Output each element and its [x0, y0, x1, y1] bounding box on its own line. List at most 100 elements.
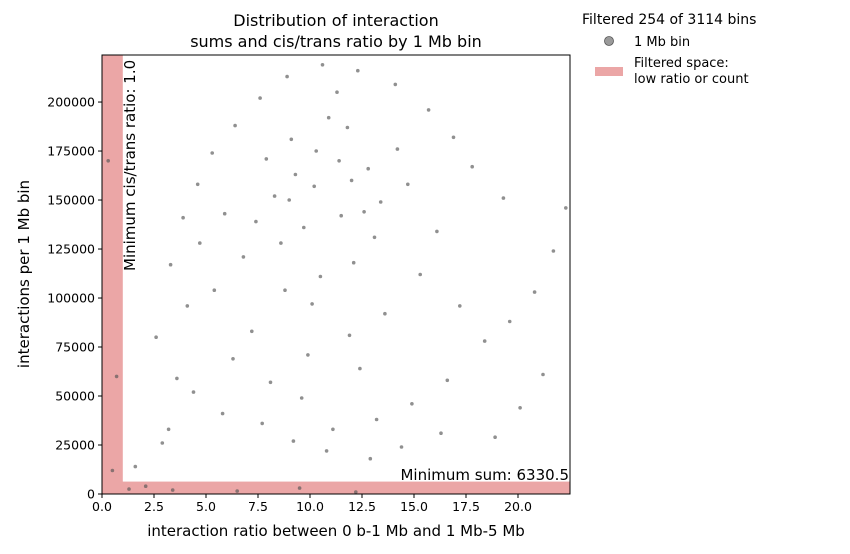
x-tick-label: 15.0: [400, 499, 428, 514]
data-point: [399, 445, 404, 449]
data-point: [320, 63, 325, 67]
data-point: [345, 125, 350, 130]
data-point: [299, 396, 304, 400]
legend-marker-bin: [604, 36, 614, 46]
data-point: [210, 151, 214, 155]
legend-label-bin: 1 Mb bin: [634, 35, 690, 50]
data-point: [374, 417, 379, 422]
data-point: [235, 489, 239, 493]
data-point: [114, 374, 119, 379]
legend-label-filtered-line-1: Filtered space:: [634, 56, 729, 71]
chart-title-line-1: Distribution of interaction: [233, 11, 438, 30]
data-point: [383, 311, 387, 316]
data-point: [354, 490, 358, 494]
data-point: [191, 390, 196, 394]
data-point: [337, 159, 341, 163]
data-point: [366, 166, 371, 171]
data-point: [351, 260, 356, 265]
data-point: [312, 184, 317, 189]
data-point: [231, 357, 235, 361]
data-point: [347, 333, 352, 338]
data-point: [493, 435, 497, 440]
data-point: [324, 449, 329, 453]
data-points: [106, 63, 568, 494]
x-tick-label: 20.0: [504, 499, 532, 514]
data-point: [285, 74, 289, 79]
y-axis-ticks: 0 25000 50000 75000 100000 125000 150000 175000…: [47, 95, 102, 502]
y-axis-label: interactions per 1 Mb bin: [15, 180, 33, 368]
min-sum-annotation: Minimum sum: 6330.5: [400, 466, 569, 484]
data-point: [168, 262, 173, 267]
x-tick-label: 7.5: [248, 499, 268, 514]
data-point: [185, 304, 190, 308]
x-tick-label: 12.5: [348, 499, 376, 514]
data-point: [260, 421, 265, 426]
data-point: [222, 211, 227, 216]
data-point: [283, 288, 287, 293]
data-point: [406, 182, 410, 187]
data-point: [297, 486, 302, 490]
data-point: [133, 464, 138, 469]
data-point: [310, 302, 314, 306]
data-point: [106, 159, 110, 163]
data-point: [501, 196, 506, 200]
data-point: [451, 135, 456, 140]
data-point: [264, 157, 269, 161]
data-point: [518, 406, 522, 410]
data-point: [507, 319, 512, 324]
data-point: [393, 82, 398, 87]
data-point: [368, 456, 373, 461]
data-point: [110, 468, 115, 473]
y-tick-label: 125000: [47, 242, 95, 257]
data-point: [272, 194, 277, 198]
filtered-region-low-count: [102, 481, 570, 494]
data-point: [326, 115, 331, 120]
x-tick-label: 2.5: [144, 499, 164, 514]
y-tick-label: 25000: [55, 438, 95, 453]
data-point: [289, 137, 294, 142]
filtered-region-low-ratio: [102, 55, 123, 494]
data-point: [426, 108, 431, 112]
y-tick-label: 100000: [47, 291, 95, 306]
legend-title: Filtered 254 of 3114 bins: [582, 12, 756, 28]
data-point: [418, 272, 423, 277]
data-point: [233, 123, 237, 128]
data-point: [220, 411, 225, 416]
data-point: [254, 219, 258, 224]
data-point: [302, 225, 306, 230]
plot-area-frame: [101, 54, 571, 495]
data-point: [445, 378, 450, 383]
data-point: [175, 376, 179, 381]
data-point: [335, 90, 339, 94]
legend-swatch-filtered: [595, 67, 623, 76]
data-point: [306, 353, 310, 357]
data-point: [291, 439, 296, 443]
data-point: [287, 198, 292, 202]
data-point: [279, 241, 283, 245]
data-point: [258, 96, 262, 100]
data-point: [458, 304, 462, 308]
data-point: [532, 290, 537, 294]
y-tick-label: 150000: [47, 193, 95, 208]
data-point: [166, 427, 171, 432]
data-point: [564, 206, 568, 210]
x-axis-ticks: 0.0 2.5 5.0 7.5 10.0 12.5 15.0 17.5 20.0: [92, 494, 532, 514]
y-tick-label: 175000: [47, 144, 95, 159]
data-point: [293, 172, 298, 177]
chart-title-line-2: sums and cis/trans ratio by 1 Mb bin: [190, 32, 482, 51]
x-tick-label: 0.0: [92, 499, 112, 514]
data-point: [482, 339, 487, 343]
data-point: [551, 249, 556, 253]
data-point: [127, 487, 131, 491]
data-point: [470, 164, 475, 169]
data-point: [378, 200, 383, 204]
legend-label-filtered-line-2: low ratio or count: [634, 72, 749, 87]
data-point: [170, 488, 175, 492]
data-point: [439, 431, 443, 436]
x-tick-label: 5.0: [196, 499, 216, 514]
legend: Filtered 254 of 3114 bins 1 Mb bin Filte…: [582, 12, 756, 87]
data-point: [358, 366, 362, 371]
data-point: [410, 402, 414, 406]
